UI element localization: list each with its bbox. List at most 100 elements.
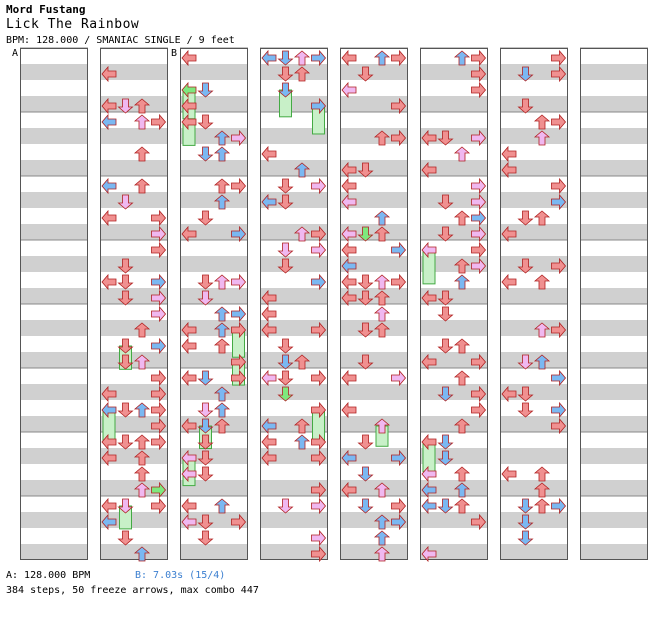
artist-name: Mord Fustang [6,3,86,16]
beat-stripe [180,288,248,304]
beat-stripe [580,256,648,272]
beat-stripe [100,80,168,96]
beat-stripe [580,496,648,512]
beat-stripe [580,224,648,240]
beat-stripe [20,496,88,512]
beat-stripe [580,416,648,432]
beat-stripe [580,48,648,64]
beat-stripe [260,272,328,288]
beat-stripe [180,208,248,224]
marker-b: B [171,48,178,59]
beat-stripe [420,528,488,544]
freeze-arrow [422,249,436,285]
beat-stripe [260,512,328,528]
beat-stripe [500,160,568,176]
beat-stripe [500,368,568,384]
beat-stripe [260,464,328,480]
beat-stripe [580,528,648,544]
column-border [500,48,568,560]
beat-stripe [20,384,88,400]
beat-stripe [20,240,88,256]
beat-stripe [100,400,168,416]
beat-stripe [260,480,328,496]
beat-stripe [180,176,248,192]
beat-stripe [500,400,568,416]
beat-stripe [100,512,168,528]
beat-stripe [580,336,648,352]
beat-stripe [180,352,248,368]
beat-stripe [420,272,488,288]
freeze-arrow [102,409,116,443]
beat-stripe [500,432,568,448]
beat-stripe [580,272,648,288]
beat-stripe [100,256,168,272]
beat-stripe [20,448,88,464]
beat-stripe [20,416,88,432]
beat-stripe [180,496,248,512]
beat-stripe [180,544,248,560]
beat-stripe [180,400,248,416]
beat-stripe [580,304,648,320]
beat-stripe [260,96,328,112]
beat-stripe [420,368,488,384]
beat-stripe [100,288,168,304]
beat-stripe [20,144,88,160]
beat-stripe [340,160,408,176]
beat-stripe [340,528,408,544]
beat-stripe [580,448,648,464]
column-border [340,48,408,560]
beat-stripe [420,512,488,528]
beat-stripe [420,112,488,128]
beat-stripe [20,432,88,448]
freeze-arrow [232,329,245,358]
beat-stripe [180,240,248,256]
beat-stripe [260,320,328,336]
beat-stripe [20,368,88,384]
beat-stripe [100,208,168,224]
freeze-arrow [312,409,325,443]
beat-stripe [500,320,568,336]
beat-stripe [180,304,248,320]
beat-stripe [420,224,488,240]
beat-stripe [100,480,168,496]
beat-stripe [340,80,408,96]
beat-stripe [420,80,488,96]
beat-stripe [260,416,328,432]
column-border [20,48,88,560]
beat-stripe [420,384,488,400]
beat-stripe [420,336,488,352]
beat-stripe [340,256,408,272]
beat-stripe [340,240,408,256]
chart-column [180,47,248,560]
beat-stripe [180,368,248,384]
beat-stripe [340,304,408,320]
beat-stripe [420,192,488,208]
beat-stripe [500,544,568,560]
beat-stripe [260,368,328,384]
beat-stripe [20,320,88,336]
beat-stripe [20,160,88,176]
beat-stripe [340,336,408,352]
beat-stripe [340,176,408,192]
column-border [580,48,648,560]
footer-stats: 384 steps, 50 freeze arrows, max combo 4… [6,585,259,596]
beat-stripe [100,192,168,208]
beat-stripe [340,432,408,448]
beat-stripe [260,208,328,224]
beat-stripe [100,304,168,320]
beat-stripe [20,96,88,112]
beat-stripe [180,272,248,288]
beat-stripe [500,288,568,304]
beat-stripe [580,320,648,336]
chart-column [500,47,568,560]
beat-stripe [340,208,408,224]
beat-stripe [340,544,408,560]
beat-stripe [580,192,648,208]
beat-stripe [260,144,328,160]
beat-stripe [20,272,88,288]
beat-stripe [500,512,568,528]
beat-stripe [260,48,328,64]
beat-stripe [420,320,488,336]
beat-stripe [500,464,568,480]
beat-stripe [260,80,328,96]
